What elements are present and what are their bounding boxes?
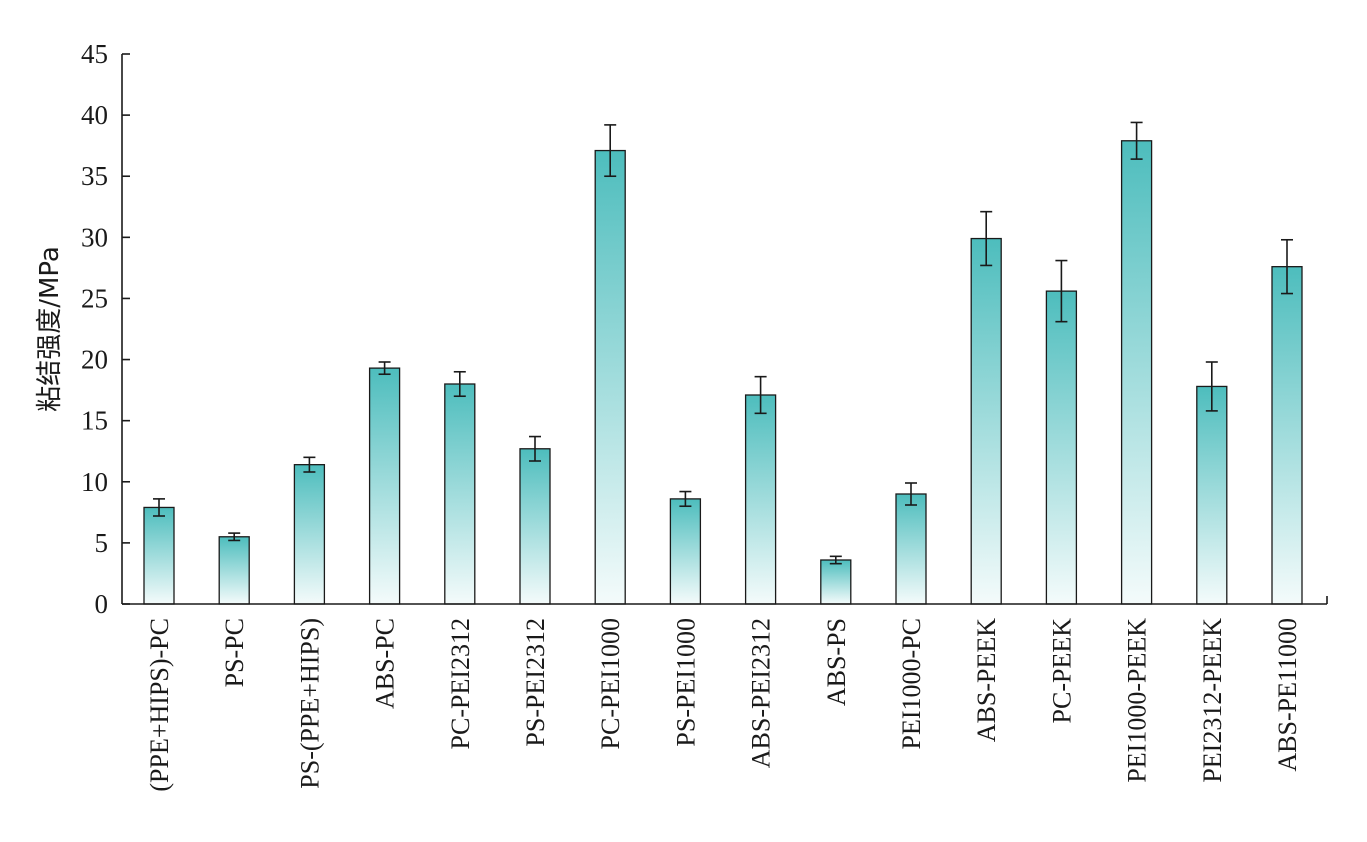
- x-axis-tick-labels: (PPE+HIPS)-PC PS-PC PS-(PPE+HIPS) ABS-PC PC-…: [145, 618, 1302, 792]
- x-tick-label: PS-(PPE+HIPS): [295, 618, 324, 789]
- error-bar: [529, 435, 541, 462]
- bars: [143, 140, 1303, 605]
- x-tick-label: PS-PEI1000: [671, 618, 700, 747]
- error-bar: [378, 361, 391, 376]
- bar-PS-PC: [218, 536, 250, 605]
- x-tick-label: PS-PEI2312: [521, 618, 550, 747]
- x-tick-label: ABS-PS: [822, 618, 851, 706]
- error-bar: [153, 498, 165, 517]
- error-bar: [604, 124, 617, 178]
- error-bar: [1281, 238, 1293, 295]
- x-tick-label: ABS-PEEK: [972, 618, 1001, 742]
- x-tick-label: ABS-PEI2312: [747, 618, 776, 768]
- y-tick-label: 20: [81, 345, 108, 375]
- error-bar: [1205, 361, 1218, 412]
- error-bar: [228, 532, 241, 542]
- error-bar: [303, 456, 316, 473]
- y-axis-ticks: 0 5 10 15 20 25 30 35 40 45: [81, 39, 1328, 619]
- y-tick-label: 30: [81, 222, 108, 252]
- bar-PS-PEI1000: [669, 498, 702, 605]
- x-tick-label: PEI1000-PEEK: [1123, 618, 1152, 783]
- error-bar: [679, 490, 692, 508]
- bar-PC-PEEK: [1045, 290, 1078, 605]
- x-tick-label: PS-PC: [220, 618, 249, 687]
- y-tick-label: 45: [81, 39, 108, 69]
- bar-PS-PEI2312: [519, 448, 551, 605]
- error-bars: [153, 121, 1293, 565]
- error-bar: [829, 555, 842, 565]
- bar-(PPE+HIPS)-PC: [143, 506, 175, 605]
- bar-ABS-PC: [368, 367, 401, 605]
- bar-ABS-PEEK: [970, 237, 1002, 605]
- bar-PEI2312-PEEK: [1196, 385, 1228, 605]
- y-axis-label: 粘结强度/MPa: [35, 246, 65, 412]
- y-tick-label: 25: [81, 283, 108, 313]
- x-tick-label: PEI2312-PEEK: [1198, 618, 1227, 783]
- x-tick-label: ABS-PC: [371, 618, 400, 709]
- error-bar: [905, 482, 917, 506]
- x-tick-label: ABS-PE11000: [1273, 618, 1302, 772]
- bar-PEI1000-PEEK: [1120, 140, 1153, 605]
- x-tick-label: (PPE+HIPS)-PC: [145, 618, 174, 792]
- error-bar: [980, 210, 993, 267]
- y-tick-label: 35: [81, 161, 108, 191]
- y-tick-label: 40: [81, 100, 108, 130]
- x-tick-label: PC-PEI1000: [596, 618, 625, 749]
- error-bar: [1130, 121, 1143, 160]
- error-bar: [754, 375, 767, 415]
- x-tick-label: PC-PEI2312: [446, 618, 475, 749]
- bar-PC-PEI2312: [444, 383, 476, 605]
- bar-ABS-PS: [820, 559, 852, 605]
- y-tick-label: 0: [95, 589, 109, 619]
- error-bar: [453, 370, 466, 398]
- bar-ABS-PE11000: [1271, 266, 1303, 605]
- bar-ABS-PEI2312: [744, 394, 777, 605]
- x-tick-label: PEI1000-PC: [897, 618, 926, 749]
- bar-PC-PEI1000: [594, 149, 626, 605]
- error-bar: [1055, 259, 1068, 323]
- bar-PEI1000-PC: [895, 493, 927, 605]
- y-tick-label: 10: [81, 467, 108, 497]
- y-tick-label: 5: [95, 528, 109, 558]
- x-tick-label: PC-PEEK: [1047, 618, 1076, 724]
- y-tick-label: 15: [81, 406, 108, 436]
- bar-PS-(PPE+HIPS): [293, 464, 326, 605]
